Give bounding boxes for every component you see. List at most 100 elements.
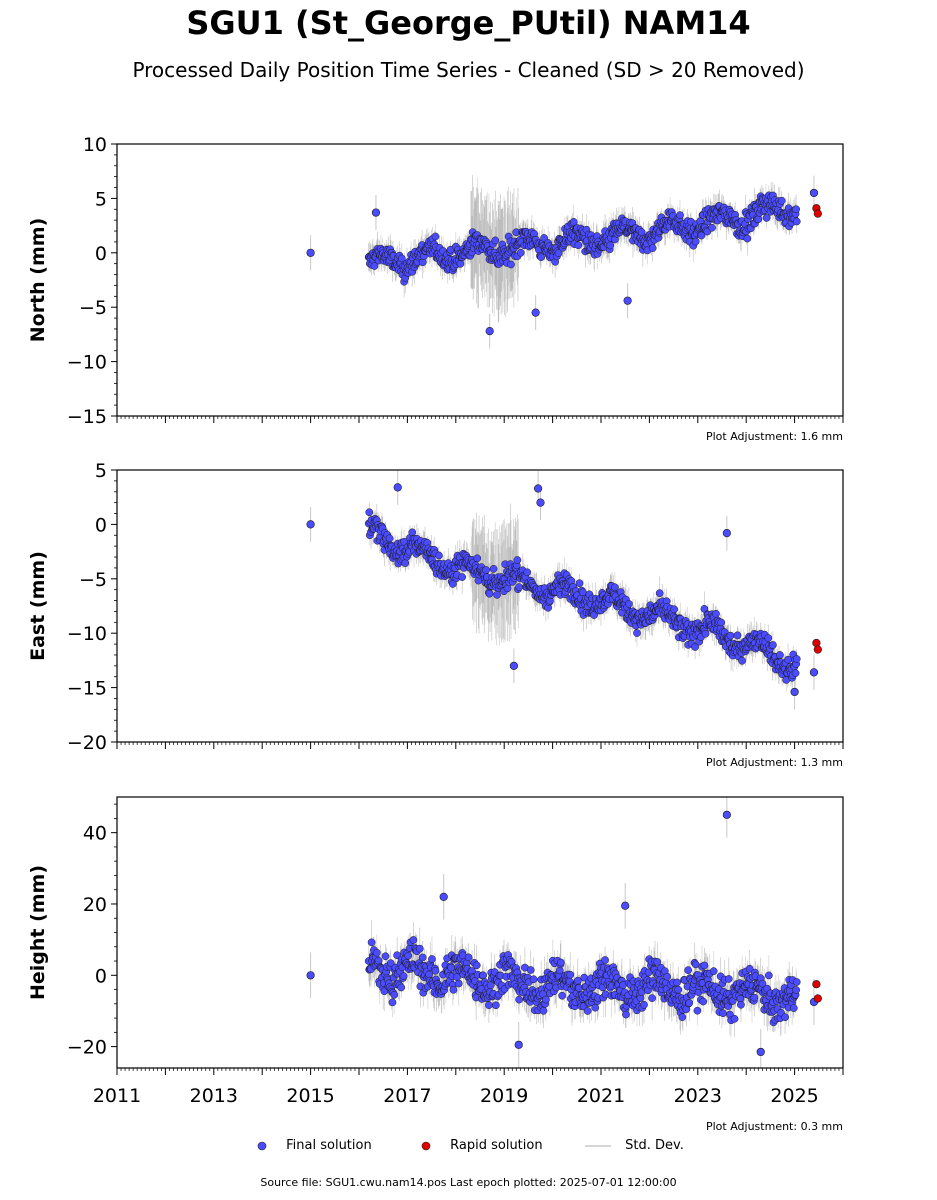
y-axis-label-north: North (mm) <box>27 218 49 343</box>
final-point <box>719 1009 727 1017</box>
final-point <box>558 991 566 1000</box>
final-point <box>539 1006 548 1015</box>
final-point <box>399 972 408 980</box>
final-point-outlier <box>722 810 731 819</box>
final-point <box>493 591 501 599</box>
final-point <box>515 995 523 1004</box>
final-point <box>726 631 735 640</box>
y-tick-label: 0 <box>95 514 107 536</box>
plot-adjustment-east: Plot Adjustment: 1.3 mm <box>706 756 843 769</box>
final-point-outlier <box>722 529 731 538</box>
final-point-outlier <box>809 668 819 677</box>
final-point-outlier <box>371 208 381 217</box>
final-point <box>701 629 710 638</box>
final-point <box>583 1007 592 1015</box>
final-point-outlier <box>439 892 448 901</box>
final-point <box>648 244 657 252</box>
final-point <box>717 618 726 627</box>
y-tick-label: −20 <box>67 732 107 754</box>
final-point <box>526 966 535 974</box>
final-point <box>781 1013 789 1022</box>
final-point <box>791 669 800 677</box>
final-point <box>374 956 383 965</box>
final-point <box>365 508 374 517</box>
plot-area-height <box>306 797 822 1068</box>
final-point <box>575 579 584 588</box>
final-point <box>712 609 720 618</box>
final-point <box>537 253 546 262</box>
final-point <box>622 1010 630 1019</box>
final-point <box>625 600 633 608</box>
final-point <box>750 993 759 1002</box>
final-point <box>655 589 664 597</box>
final-point <box>370 262 379 270</box>
final-point <box>541 995 550 1004</box>
final-point <box>390 991 399 999</box>
final-point-outlier <box>509 661 518 670</box>
final-point <box>676 211 684 219</box>
final-point <box>697 231 706 240</box>
final-point <box>385 534 394 543</box>
final-point <box>745 964 754 973</box>
final-point-outlier <box>306 520 315 529</box>
y-tick-label: −5 <box>79 297 107 319</box>
final-point <box>515 583 523 591</box>
final-point <box>435 551 443 560</box>
final-point <box>409 936 418 944</box>
final-point <box>738 656 746 665</box>
final-point <box>401 559 410 567</box>
final-point <box>724 975 733 983</box>
axes-frame-east <box>116 469 844 743</box>
final-point <box>453 973 461 982</box>
final-point <box>685 999 694 1007</box>
final-points-north <box>306 188 819 336</box>
final-point <box>372 948 381 957</box>
final-point <box>792 986 800 994</box>
final-point <box>691 643 699 651</box>
y-tick-label: −15 <box>67 678 107 700</box>
final-point-outlier <box>756 1047 765 1057</box>
final-point <box>691 960 700 969</box>
rapid-point <box>813 994 822 1003</box>
y-tick-label: −10 <box>67 352 107 374</box>
final-point <box>653 958 662 966</box>
y-tick-label: 0 <box>95 965 107 987</box>
final-point <box>575 984 583 992</box>
y-tick-label: 10 <box>83 134 107 156</box>
final-point-outlier <box>809 188 819 198</box>
final-point-outlier <box>623 296 632 305</box>
final-point <box>606 241 615 250</box>
chart-subtitle: Processed Daily Position Time Series - C… <box>132 58 805 82</box>
final-points-height <box>306 810 819 1057</box>
final-point <box>397 254 406 263</box>
final-point <box>792 978 801 986</box>
final-point <box>663 972 672 981</box>
final-point <box>670 605 679 614</box>
plot-area-east <box>306 470 822 710</box>
final-point <box>754 215 763 224</box>
final-point <box>529 975 538 984</box>
final-point <box>573 976 582 985</box>
final-point <box>591 1003 600 1012</box>
final-point <box>709 967 718 975</box>
final-point-outlier <box>790 687 799 697</box>
final-point <box>458 573 467 581</box>
final-point <box>479 971 487 980</box>
final-point <box>381 952 390 961</box>
rapid-point <box>813 645 822 654</box>
panel-north: −15 −10 −5 0 5 10 North (mm) Plot Adjustment: 1… <box>27 134 844 443</box>
y-tick-label: 20 <box>83 894 107 916</box>
final-point <box>449 985 458 994</box>
final-point <box>418 953 427 962</box>
final-point <box>758 979 767 988</box>
final-point <box>566 970 575 979</box>
final-point <box>431 232 440 241</box>
final-point <box>730 1014 739 1023</box>
final-point <box>489 565 498 573</box>
final-point <box>708 223 716 232</box>
final-point-outlier <box>514 1040 523 1049</box>
final-point <box>678 1013 687 1021</box>
final-point <box>673 978 681 987</box>
